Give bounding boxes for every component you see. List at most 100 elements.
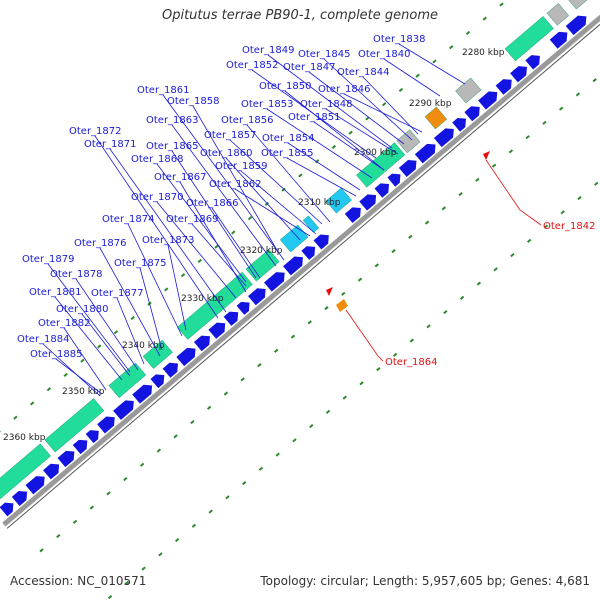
dotted-track-inner-dash: [441, 206, 447, 211]
cds-arrow: [223, 311, 239, 326]
cds-arrow: [525, 55, 540, 70]
dotted-track-inner-2-dash: [158, 552, 163, 557]
gene-label-oter-1884: Oter_1884: [17, 334, 70, 345]
feature-block: [455, 77, 482, 104]
dotted-track-inner-dash: [508, 149, 514, 154]
cds-arrow: [85, 430, 99, 444]
gene-leader-oter-1854: [287, 142, 361, 191]
gene-label-oter-1856: Oter_1856: [221, 115, 274, 126]
dotted-track-inner-dash: [357, 277, 363, 282]
dotted-track-inner-2-dash: [292, 438, 297, 443]
cds-arrow: [283, 256, 303, 276]
gene-leader-oter-1884: [42, 343, 101, 397]
gene-leader-oter-1868: [156, 163, 247, 283]
dotted-track-inner-2-dash: [443, 310, 448, 315]
gene-label-oter-1852: Oter_1852: [226, 60, 279, 71]
gene-leader-oter-1875: [139, 267, 163, 351]
dotted-track-outer-dash: [365, 116, 370, 121]
dotted-track-outer-dash: [398, 87, 404, 93]
cds-arrow: [414, 143, 436, 164]
dotted-track-inner-dash: [475, 177, 480, 182]
gene-leader-oter-1869: [191, 223, 247, 287]
dotted-track-inner-dash: [139, 462, 145, 467]
gene-label-oter-1845: Oter_1845: [298, 49, 351, 60]
cds-arrow: [464, 106, 480, 122]
dotted-track-inner-2-dash: [594, 181, 599, 186]
kbp-tick-label: 2300 kbp: [354, 148, 397, 158]
dotted-track-outer-dash: [214, 244, 219, 249]
gene-leader-oter-1862: [234, 188, 311, 237]
gene-label-oter-1854: Oter_1854: [262, 133, 315, 144]
kbp-tick-label: 2320 kbp: [240, 246, 283, 256]
dotted-track-inner-2-dash: [174, 537, 180, 543]
dotted-track-inner-dash: [206, 405, 212, 410]
gene-label-oter-1875: Oter_1875: [114, 258, 167, 269]
gene-leader-oter-1881: [54, 296, 123, 381]
dotted-track-outer-dash: [499, 2, 504, 7]
feature-block: [177, 271, 253, 340]
cds-arrow: [132, 384, 153, 404]
dotted-track-outer-dash: [264, 201, 270, 207]
cds-arrow: [565, 15, 587, 36]
cds-arrow: [162, 362, 178, 378]
gene-leader-oter-1885: [55, 358, 103, 395]
dotted-track-outer-dash: [482, 16, 487, 21]
dotted-track-outer-dash: [381, 102, 387, 107]
dotted-track-outer-dash: [465, 30, 471, 36]
highlight-arrow-oter-1842: [483, 151, 490, 160]
feature-block: [0, 443, 51, 500]
dotted-track-inner-dash: [542, 120, 547, 125]
dotted-track-inner-2-dash: [107, 594, 113, 600]
dotted-track-inner-dash: [56, 534, 61, 539]
highlight-label-oter-1842: Oter_1842: [543, 221, 596, 232]
dotted-track-inner-dash: [106, 491, 111, 496]
gene-leader-oter-1851: [313, 121, 385, 171]
dotted-track-inner-dash: [156, 448, 162, 453]
dotted-track-inner-dash: [240, 377, 245, 382]
dotted-track-outer-dash: [298, 173, 303, 178]
cds-arrow: [344, 207, 361, 223]
gene-leader-oter-1855: [286, 157, 357, 197]
gene-label-oter-1844: Oter_1844: [337, 67, 390, 78]
dotted-track-inner-2-dash: [493, 267, 498, 272]
gene-leader-oter-1873: [167, 244, 187, 331]
gene-label-oter-1871: Oter_1871: [84, 139, 137, 150]
gene-leader-oter-1840: [383, 58, 441, 97]
dotted-track-inner-dash: [123, 477, 128, 482]
dotted-track-inner-2-dash: [141, 566, 146, 571]
cds-arrow: [313, 234, 329, 250]
gene-label-oter-1878: Oter_1878: [50, 269, 103, 280]
highlight-leader-oter-1842: [485, 159, 542, 226]
feature-block: [245, 249, 280, 282]
dotted-track-inner-2-dash: [526, 238, 532, 243]
dotted-track-outer-dash: [231, 230, 236, 235]
gene-leader-oter-1861: [162, 94, 285, 261]
dotted-track-inner-2-dash: [325, 409, 331, 414]
kbp-tick-label: 2360 kbp: [3, 433, 46, 443]
dotted-track-inner-dash: [575, 92, 581, 97]
dotted-track-inner-dash: [491, 163, 497, 168]
dotted-track-inner-2-dash: [242, 480, 247, 486]
highlight-leader-oter-1864: [345, 309, 384, 362]
dotted-track-inner-dash: [89, 505, 94, 510]
dotted-track-inner-dash: [458, 192, 463, 197]
gene-label-oter-1876: Oter_1876: [74, 238, 127, 249]
dotted-track-inner-dash: [558, 106, 564, 111]
dotted-track-inner-dash: [257, 363, 262, 368]
dotted-track-inner-dash: [341, 291, 346, 296]
gene-label-oter-1862: Oter_1862: [209, 179, 262, 190]
dotted-track-outer-dash: [432, 59, 437, 64]
gene-leader-oter-1872: [94, 135, 219, 319]
dotted-track-outer-dash: [331, 144, 337, 150]
dotted-track-inner-2-dash: [309, 423, 314, 429]
dotted-track-inner-dash: [190, 420, 195, 425]
gene-label-oter-1865: Oter_1865: [146, 141, 199, 152]
cds-arrow: [549, 31, 568, 49]
dotted-track-inner-dash: [424, 220, 430, 225]
gene-label-oter-1858: Oter_1858: [167, 96, 220, 107]
cds-arrow: [57, 450, 75, 468]
cds-arrow: [359, 194, 377, 211]
gene-leader-oter-1877: [116, 297, 145, 365]
cds-arrow: [0, 502, 14, 517]
